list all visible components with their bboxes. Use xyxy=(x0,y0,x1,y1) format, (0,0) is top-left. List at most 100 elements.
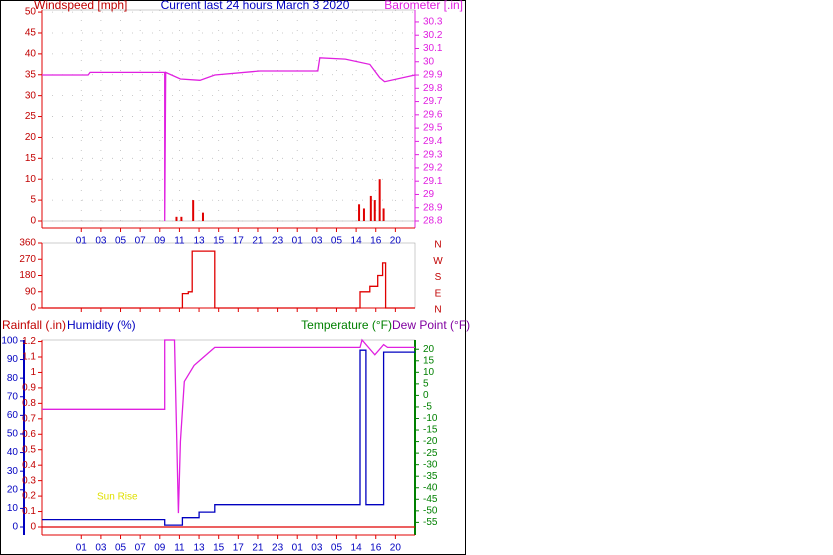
y2-tick-label: 29.9 xyxy=(423,70,443,81)
y2-tick-label: 29.8 xyxy=(423,83,443,94)
y-tick-label: 25 xyxy=(25,111,37,122)
y2-tick-label: -40 xyxy=(423,482,438,493)
y2-tick-label: 28.8 xyxy=(423,216,443,227)
y-tick-label: 0 xyxy=(30,522,36,533)
y-axis-title: Rainfall (.in) xyxy=(2,318,66,332)
x-tick-label: 05 xyxy=(331,543,343,554)
annotation: Sun Rise xyxy=(97,492,138,503)
y2-tick-label: 29.3 xyxy=(423,149,443,160)
humidity-tick-label: 10 xyxy=(7,503,19,514)
y2-tick-label: -20 xyxy=(423,436,438,447)
y2-tick-label: 29.1 xyxy=(423,176,443,187)
y-tick-label: 0.9 xyxy=(22,383,36,394)
y2-tick-label: 29.2 xyxy=(423,163,443,174)
x-tick-label: 21 xyxy=(252,543,264,554)
y-tick-label: 0.4 xyxy=(22,460,36,471)
humidity-axis-title: Humidity (%) xyxy=(67,318,136,332)
humidity-tick-label: 0 xyxy=(12,522,18,533)
y-tick-label: 5 xyxy=(30,195,36,206)
x-tick-label: 17 xyxy=(233,543,245,554)
x-tick-label: 05 xyxy=(115,236,127,247)
humidity-tick-label: 50 xyxy=(7,429,19,440)
compass-label: N xyxy=(434,240,441,251)
y-tick-label: 0.6 xyxy=(22,429,36,440)
line xyxy=(42,250,415,309)
x-tick-label: 13 xyxy=(193,236,205,247)
y3-axis-title: Dew Point (°F) xyxy=(392,318,470,332)
x-tick-label: 01 xyxy=(76,236,88,247)
y-tick-label: 0.3 xyxy=(22,475,36,486)
x-tick-label: 05 xyxy=(331,236,343,247)
y-tick-label: 180 xyxy=(19,270,36,281)
bar xyxy=(373,200,376,221)
y2-tick-label: 0 xyxy=(423,390,429,401)
x-tick-label: 23 xyxy=(272,236,284,247)
humidity-tick-label: 100 xyxy=(1,336,18,347)
line xyxy=(42,338,415,514)
x-tick-label: 15 xyxy=(213,543,225,554)
y-tick-label: 0.8 xyxy=(22,398,36,409)
y2-tick-label: 28.9 xyxy=(423,202,443,213)
y2-tick-label: -10 xyxy=(423,413,438,424)
compass-label: W xyxy=(433,256,443,267)
y2-tick-label: 5 xyxy=(423,379,429,390)
x-tick-label: 17 xyxy=(233,236,245,247)
x-tick-label: 03 xyxy=(311,236,323,247)
x-tick-label: 09 xyxy=(154,543,166,554)
y2-tick-label: 29.5 xyxy=(423,123,443,134)
y2-tick-label: 30.2 xyxy=(423,30,443,41)
humidity-tick-label: 80 xyxy=(7,373,19,384)
x-tick-label: 20 xyxy=(390,236,402,247)
x-tick-label: 07 xyxy=(135,543,147,554)
y-tick-label: 0 xyxy=(30,303,36,314)
y2-tick-label: -50 xyxy=(423,505,438,516)
x-tick-label: 23 xyxy=(272,543,284,554)
humidity-tick-label: 60 xyxy=(7,410,19,421)
y2-tick-label: 30 xyxy=(423,56,435,67)
y-tick-label: 360 xyxy=(19,238,36,249)
y-tick-label: 20 xyxy=(25,132,37,143)
humidity-tick-label: 70 xyxy=(7,391,19,402)
y2-tick-label: 29.4 xyxy=(423,136,443,147)
y2-tick-label: -25 xyxy=(423,448,438,459)
humidity-tick-label: 20 xyxy=(7,484,19,495)
y-tick-label: 1 xyxy=(30,367,36,378)
compass-label: S xyxy=(435,272,442,283)
bar xyxy=(175,216,178,221)
x-tick-label: 07 xyxy=(135,236,147,247)
y2-tick-label: 30.1 xyxy=(423,43,443,54)
y2-tick-label: 29 xyxy=(423,189,435,200)
bar xyxy=(201,212,204,221)
y2-tick-label: -55 xyxy=(423,517,438,528)
y-tick-label: 35 xyxy=(25,69,37,80)
bar xyxy=(358,204,361,221)
y-tick-label: 1.2 xyxy=(22,336,36,347)
x-tick-label: 01 xyxy=(292,543,304,554)
y2-tick-label: -15 xyxy=(423,425,438,436)
y-tick-label: 270 xyxy=(19,254,36,265)
y-tick-label: 0.5 xyxy=(22,444,36,455)
line xyxy=(42,57,416,222)
y2-axis-title: Barometer [.in] xyxy=(384,0,463,12)
y-tick-label: 0.7 xyxy=(22,413,36,424)
humidity-tick-label: 30 xyxy=(7,466,19,477)
y-tick-label: 40 xyxy=(25,49,37,60)
y-tick-label: 0.2 xyxy=(22,491,36,502)
y2-tick-label: -30 xyxy=(423,459,438,470)
bar xyxy=(378,179,381,221)
humidity-tick-label: 40 xyxy=(7,447,19,458)
frame xyxy=(0,0,466,555)
x-tick-label: 01 xyxy=(292,236,304,247)
bar xyxy=(382,208,385,221)
x-tick-label: 16 xyxy=(370,236,382,247)
x-tick-label: 03 xyxy=(95,236,107,247)
x-tick-label: 11 xyxy=(174,236,185,247)
y-tick-label: 30 xyxy=(25,90,37,101)
x-tick-label: 20 xyxy=(390,543,402,554)
chart-title: Current last 24 hours March 3 2020 xyxy=(161,0,350,12)
line xyxy=(42,349,415,526)
x-tick-label: 05 xyxy=(115,543,127,554)
y2-tick-label: 30.3 xyxy=(423,17,443,28)
y2-tick-label: 20 xyxy=(423,344,435,355)
